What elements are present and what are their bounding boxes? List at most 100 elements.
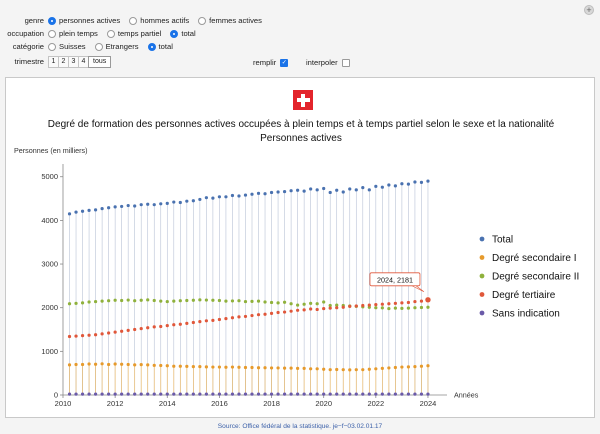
radio-icon[interactable]: [48, 16, 56, 25]
data-point: [250, 392, 254, 396]
data-point: [263, 192, 267, 196]
data-point: [309, 367, 313, 371]
data-point: [165, 323, 169, 328]
y-tick-label: 4000: [41, 216, 58, 225]
data-point: [198, 392, 202, 396]
data-point: [178, 392, 182, 396]
data-point: [335, 188, 339, 192]
data-point: [315, 367, 319, 371]
controls-panel: genre personnes actives hommes actifs fe…: [0, 14, 600, 74]
legend-entry: Degré tertiaire: [492, 290, 556, 301]
data-point: [120, 329, 124, 333]
data-point: [276, 310, 280, 315]
data-point: [393, 306, 397, 310]
radio-icon[interactable]: [106, 29, 115, 38]
remplir-control[interactable]: remplir ✓: [253, 58, 289, 67]
genre-option-personnes[interactable]: personnes actives: [48, 16, 120, 25]
data-point: [426, 364, 430, 368]
data-point: [406, 300, 411, 305]
data-point: [198, 365, 202, 369]
radio-icon[interactable]: [129, 16, 138, 25]
data-point: [80, 392, 85, 396]
data-point: [113, 392, 117, 396]
data-point: [139, 327, 143, 331]
data-point: [126, 203, 130, 208]
data-point: [139, 203, 143, 207]
categorie-row: catégorie Suisses Etrangers total: [0, 40, 182, 53]
remplir-checkbox[interactable]: ✓: [280, 58, 289, 67]
data-point: [178, 200, 182, 205]
occupation-option-plein[interactable]: plein temps: [48, 29, 98, 38]
data-point: [172, 392, 176, 396]
radio-icon[interactable]: [48, 29, 56, 38]
radio-icon[interactable]: [94, 42, 103, 51]
genre-option-hommes[interactable]: hommes actifs: [129, 16, 189, 25]
data-point: [354, 392, 358, 396]
occupation-option-partiel[interactable]: temps partiel: [106, 29, 161, 38]
data-point: [67, 363, 72, 367]
data-point: [335, 367, 339, 372]
data-point: [198, 197, 202, 202]
x-tick-label: 2016: [211, 399, 228, 408]
genre-option-femmes[interactable]: femmes actives: [198, 16, 262, 25]
data-point: [309, 392, 313, 396]
categorie-option-suisses[interactable]: Suisses: [48, 42, 86, 51]
data-point: [107, 392, 111, 396]
data-point: [198, 320, 202, 324]
data-point: [413, 180, 417, 184]
data-point: [152, 392, 156, 396]
data-point: [67, 392, 72, 396]
data-point: [341, 368, 345, 372]
data-point: [113, 362, 117, 366]
data-point: [361, 303, 365, 308]
data-point: [172, 364, 176, 368]
data-point: [406, 392, 411, 396]
data-point: [282, 392, 287, 396]
chart-panel: Degré de formation des personnes actives…: [5, 77, 595, 418]
x-tick-label: 2012: [107, 399, 124, 408]
interpoler-checkbox[interactable]: [341, 58, 350, 67]
data-point: [335, 303, 339, 307]
data-point: [387, 302, 391, 306]
tooltip-box: [369, 272, 421, 287]
data-point: [74, 210, 78, 214]
categorie-label: catégorie: [12, 42, 44, 51]
data-point: [406, 182, 411, 186]
radio-icon[interactable]: [147, 42, 156, 51]
data-point: [211, 196, 215, 200]
data-point: [315, 188, 319, 192]
data-point: [67, 212, 72, 216]
data-point: [374, 392, 378, 396]
genre-label: genre: [24, 16, 44, 25]
occupation-option-total[interactable]: total: [170, 29, 196, 38]
data-point: [107, 299, 111, 303]
categorie-option-total[interactable]: total: [147, 42, 173, 51]
radio-icon[interactable]: [170, 29, 179, 38]
data-point: [230, 365, 235, 369]
data-point: [87, 333, 91, 337]
data-point: [165, 392, 169, 396]
data-point: [67, 302, 72, 306]
data-point: [302, 392, 306, 396]
trimestre-button-tous[interactable]: tous: [88, 55, 112, 68]
radio-icon[interactable]: [48, 42, 56, 51]
source-link[interactable]: Source: Office fédéral de la statistique…: [217, 423, 383, 430]
data-point: [113, 330, 117, 334]
data-point: [302, 308, 306, 312]
data-point: [204, 196, 208, 200]
data-point: [152, 298, 156, 303]
data-point: [204, 319, 208, 323]
data-point: [419, 364, 424, 368]
data-point: [152, 325, 156, 329]
data-point: [282, 310, 287, 314]
expand-plus-icon[interactable]: +: [584, 5, 594, 15]
data-point: [204, 392, 208, 396]
radio-icon[interactable]: [198, 16, 207, 25]
data-point: [413, 306, 417, 310]
data-point: [413, 299, 417, 304]
interpoler-control[interactable]: interpoler: [306, 58, 350, 67]
tooltip-pointer: [411, 285, 425, 293]
categorie-option-etrangers[interactable]: Etrangers: [94, 42, 139, 51]
data-point: [413, 365, 417, 369]
highlighted-point[interactable]: [424, 296, 432, 304]
